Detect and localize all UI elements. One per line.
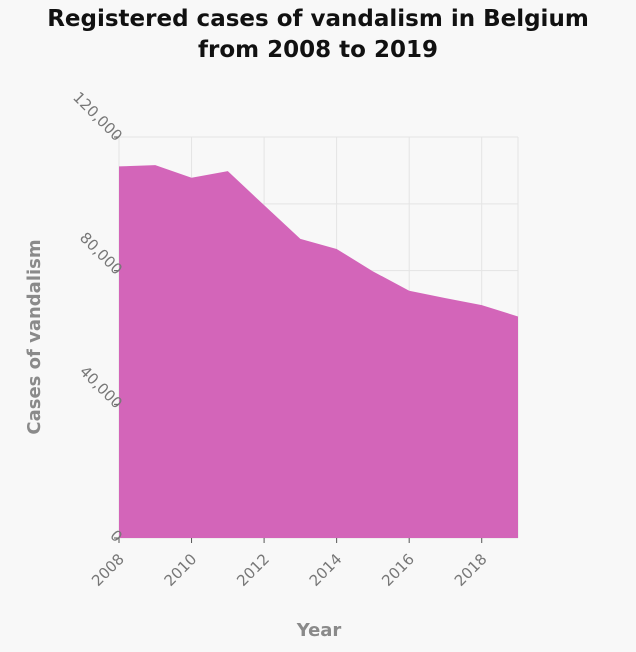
- x-tick-label: 2018: [451, 550, 491, 590]
- x-tick-label: 2010: [161, 550, 201, 590]
- y-tick-label: 120,000: [69, 88, 126, 145]
- y-tick-label: 40,000: [76, 362, 126, 412]
- x-axis-ticks: 2008 2010 2012 2014 2016 2018: [88, 538, 491, 590]
- chart-title-line-2: from 2008 to 2019: [198, 37, 438, 63]
- y-tick-label: 80,000: [76, 229, 126, 279]
- area-series: [119, 165, 518, 538]
- chart-title-line-1: Registered cases of vandalism in Belgium: [47, 6, 589, 32]
- x-tick-label: 2008: [88, 550, 128, 590]
- x-tick-label: 2014: [306, 550, 346, 590]
- area-series-fill: [119, 165, 518, 538]
- x-axis-title: Year: [296, 620, 342, 641]
- chart-title: Registered cases of vandalism in Belgium…: [0, 4, 636, 66]
- x-tick-label: 2012: [233, 550, 273, 590]
- y-axis-title: Cases of vandalism: [24, 239, 45, 434]
- x-tick-label: 2016: [378, 550, 418, 590]
